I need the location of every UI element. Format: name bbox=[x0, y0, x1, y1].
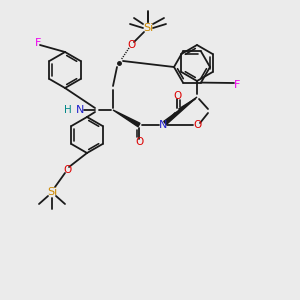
Text: N: N bbox=[159, 120, 167, 130]
Polygon shape bbox=[113, 110, 140, 127]
Text: O: O bbox=[193, 120, 201, 130]
Polygon shape bbox=[164, 97, 197, 124]
Text: O: O bbox=[135, 137, 143, 147]
Text: O: O bbox=[63, 165, 71, 175]
Text: Si: Si bbox=[143, 23, 153, 33]
Text: F: F bbox=[35, 38, 41, 48]
Text: H: H bbox=[64, 105, 72, 115]
Text: Si: Si bbox=[47, 187, 57, 197]
Text: F: F bbox=[234, 80, 240, 90]
Text: N: N bbox=[76, 105, 84, 115]
Text: O: O bbox=[127, 40, 135, 50]
Text: O: O bbox=[173, 91, 181, 101]
